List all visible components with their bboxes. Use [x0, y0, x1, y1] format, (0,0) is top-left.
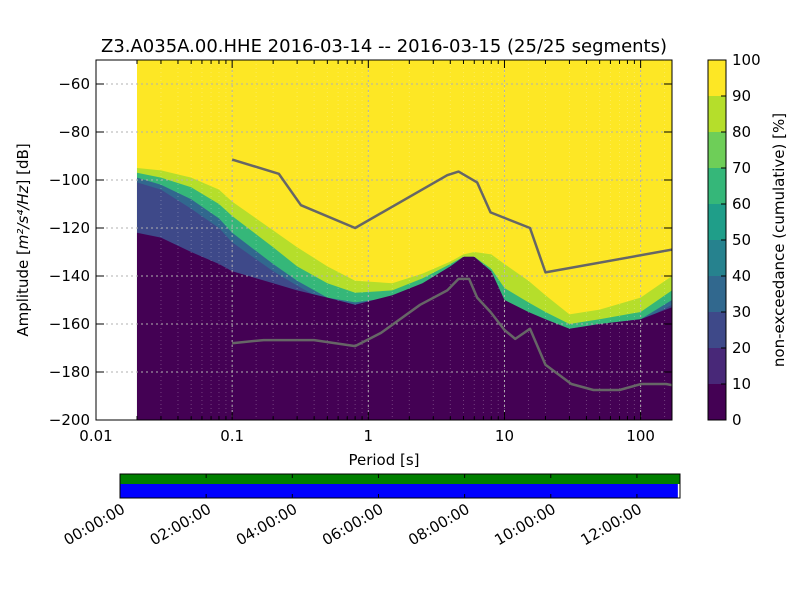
colorbar-tick-label: 20	[732, 339, 751, 357]
timeline-psd-coverage	[120, 484, 678, 498]
reference-curve-high	[231, 158, 672, 274]
timeline-tick-label: 00:00:00	[61, 500, 128, 549]
timeline-tick-label: 10:00:00	[491, 500, 558, 549]
heatmap-layers	[96, 60, 672, 420]
x-tick-label: 10	[495, 427, 514, 445]
reference-curve-low	[232, 277, 672, 392]
colorbar-segment	[708, 276, 726, 312]
colorbar-label: non-exceedance (cumulative) [%]	[770, 113, 788, 367]
colorbar-segment	[708, 168, 726, 204]
timeline-tick-label: 08:00:00	[405, 500, 472, 549]
colorbar-tick-label: 80	[732, 123, 751, 141]
plot-frame	[95, 59, 673, 421]
x-tick-label: 0.01	[79, 427, 112, 445]
colorbar-segment	[708, 60, 726, 96]
heatmap-band-10	[136, 232, 672, 420]
colorbar-tick-label: 0	[732, 411, 742, 429]
timeline-tick-label: 06:00:00	[319, 500, 386, 549]
x-tick-label: 100	[626, 427, 655, 445]
colorbar-tick-label: 100	[732, 51, 761, 69]
timeline-bar: 00:00:00 02:00:00 04:00:00 06:00:00 08:00:00…	[61, 473, 681, 549]
timeline-frame	[119, 473, 681, 499]
colorbar-tick-label: 50	[732, 231, 751, 249]
colorbar-segment	[708, 312, 726, 348]
y-tick-label: −160	[49, 315, 90, 333]
colorbar-segment	[708, 240, 726, 276]
timeline-tick-label: 02:00:00	[147, 500, 214, 549]
y-tick-label: −180	[49, 363, 90, 381]
x-tick-label: 1	[364, 427, 374, 445]
chart-title: Z3.A035A.00.HHE 2016-03-14 -- 2016-03-15…	[101, 36, 667, 57]
y-axis-label-suffix: ] [dB]	[14, 143, 32, 185]
colorbar-segment	[708, 132, 726, 168]
y-axis-label-prefix: Amplitude [	[14, 249, 32, 337]
colorbar-segment	[708, 96, 726, 132]
colorbar-segment	[708, 204, 726, 240]
colorbar-tick-label: 90	[732, 87, 751, 105]
timeline-tick-label: 12:00:00	[578, 500, 645, 549]
plot-area	[96, 60, 672, 420]
x-tick-label: 0.1	[220, 427, 244, 445]
y-tick-label: −80	[58, 123, 90, 141]
axes: 0.01 0.1 1 10 100 −60 −80 −100 −120 −140 −160 −180 −…	[49, 59, 673, 445]
colorbar-tick-label: 10	[732, 375, 751, 393]
y-tick-label: −200	[49, 411, 90, 429]
y-tick-label: −120	[49, 219, 90, 237]
colorbar-segment	[708, 384, 726, 420]
timeline-tick-label: 04:00:00	[233, 500, 300, 549]
y-tick-label: −140	[49, 267, 90, 285]
colorbar-tick-label: 40	[732, 267, 751, 285]
colorbar-tick-label: 60	[732, 195, 751, 213]
colorbar-tick-label: 30	[732, 303, 751, 321]
colorbar: 0 10 20 30 40 50 60 70 80 90 100	[707, 51, 761, 429]
x-axis-label: Period [s]	[348, 451, 419, 469]
y-axis-label-math: m²/s⁴/Hz	[14, 184, 32, 249]
y-axis-label: Amplitude [m²/s⁴/Hz] [dB]	[14, 143, 32, 336]
y-tick-label: −100	[49, 171, 90, 189]
colorbar-tick-label: 70	[732, 159, 751, 177]
timeline-data-coverage	[120, 474, 680, 484]
colorbar-segment	[708, 348, 726, 384]
y-tick-label: −60	[58, 75, 90, 93]
